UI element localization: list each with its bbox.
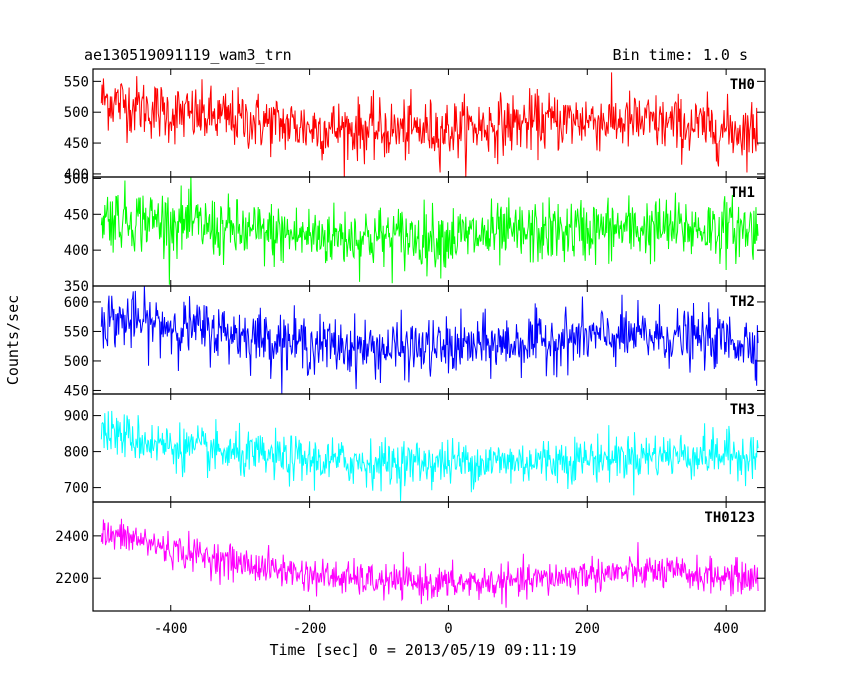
- y-tick-label: 400: [64, 243, 89, 259]
- x-tick-label: 400: [713, 621, 738, 637]
- panel-frame: [92, 501, 766, 612]
- x-axis-label: Time [sec] 0 = 2013/05/19 09:11:19: [269, 641, 576, 659]
- x-tick-label: 200: [575, 621, 600, 637]
- panel-th0123: 2200 2400 TH0123: [55, 501, 766, 612]
- panel-frame: [92, 68, 766, 178]
- y-tick-label: 900: [64, 409, 89, 425]
- series-line-th2: [100, 286, 759, 394]
- y-tick-label: 450: [64, 207, 89, 223]
- series-label-th0: TH0: [730, 77, 755, 93]
- y-tick-label: 800: [64, 445, 89, 461]
- series-label-th3: TH3: [730, 402, 755, 418]
- y-tick-label: 450: [64, 136, 89, 152]
- y-tick-label: 400: [64, 167, 89, 183]
- bin-time-label: Bin time: 1.0 s: [613, 46, 748, 64]
- y-tick-label: 550: [64, 74, 89, 90]
- series-line-th0123: [100, 518, 759, 608]
- y-tick-label: 550: [64, 324, 89, 340]
- panel-th0: 400 450 500 550 TH0: [64, 68, 766, 183]
- y-tick-label: 2400: [55, 529, 89, 545]
- x-tick-label: -200: [293, 621, 327, 637]
- panel-th2: 450 500 550 600 TH2: [64, 285, 766, 399]
- y-tick-label: 2200: [55, 571, 89, 587]
- x-tick-label: 0: [444, 621, 452, 637]
- series-line-th1: [100, 177, 759, 285]
- y-axis-label: Counts/sec: [4, 295, 22, 385]
- panel-th3: 700 800 900 TH3: [64, 393, 766, 503]
- series-line-th0: [100, 72, 759, 177]
- y-tick-label: 500: [64, 171, 89, 187]
- y-tick-label: 500: [64, 354, 89, 370]
- x-tick-label: -400: [154, 621, 188, 637]
- panel-th1: 350 400 450 500 TH1: [64, 171, 766, 295]
- series-label-th0123: TH0123: [704, 510, 755, 526]
- y-tick-label: 700: [64, 481, 89, 497]
- series-label-th2: TH2: [730, 294, 755, 310]
- y-tick-label: 450: [64, 383, 89, 399]
- y-tick-label: 350: [64, 279, 89, 295]
- series-line-th3: [100, 410, 759, 502]
- y-tick-label: 600: [64, 295, 89, 311]
- series-label-th1: TH1: [730, 185, 755, 201]
- chart-title: ae130519091119_wam3_trn: [84, 46, 292, 64]
- y-tick-label: 500: [64, 105, 89, 121]
